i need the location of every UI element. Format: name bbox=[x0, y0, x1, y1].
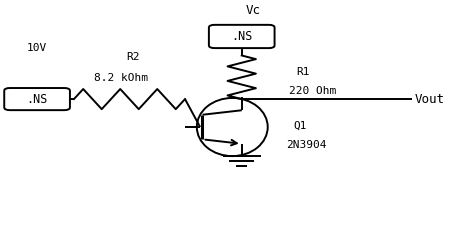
Text: 10V: 10V bbox=[27, 43, 47, 53]
Text: 220 Ohm: 220 Ohm bbox=[289, 86, 336, 96]
Text: Q1: Q1 bbox=[294, 121, 307, 131]
FancyBboxPatch shape bbox=[4, 88, 70, 110]
Text: 8.2 kOhm: 8.2 kOhm bbox=[94, 73, 148, 83]
Text: Vout: Vout bbox=[414, 92, 444, 106]
Text: 2N3904: 2N3904 bbox=[287, 140, 327, 150]
Text: .NS: .NS bbox=[27, 92, 48, 106]
Text: R1: R1 bbox=[296, 67, 310, 77]
FancyBboxPatch shape bbox=[209, 25, 274, 48]
Text: .NS: .NS bbox=[231, 30, 253, 43]
Text: Vc: Vc bbox=[246, 4, 261, 17]
Text: R2: R2 bbox=[126, 52, 140, 62]
